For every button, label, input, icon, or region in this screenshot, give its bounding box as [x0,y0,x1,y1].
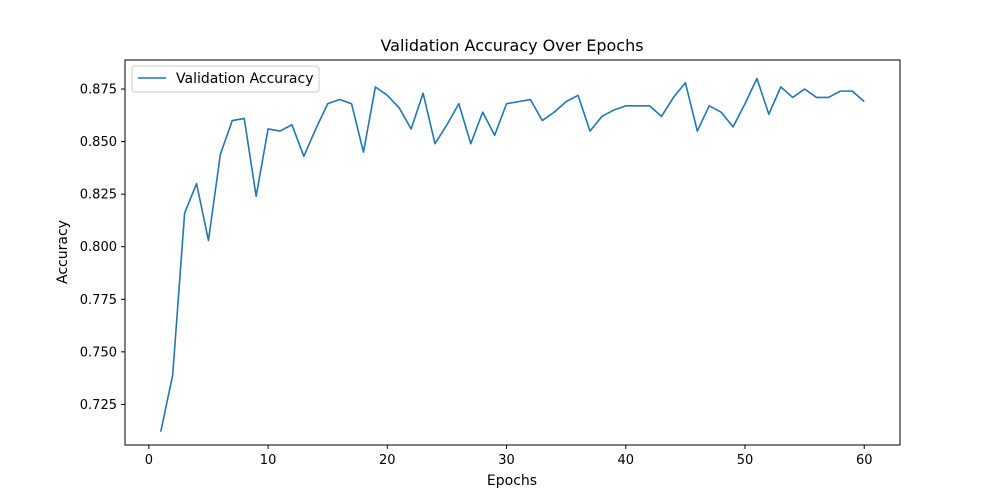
x-tick-label: 60 [856,453,873,468]
y-tick-label: 0.875 [80,83,117,98]
x-tick-label: 0 [145,453,153,468]
y-tick-label: 0.775 [80,293,117,308]
y-tick-label: 0.850 [80,135,117,150]
series-line-validation-accuracy [159,77,865,432]
x-tick-label: 10 [260,453,277,468]
y-tick-label: 0.825 [80,188,117,203]
x-tick-label: 30 [498,453,515,468]
legend: Validation Accuracy [131,65,320,93]
plot-area [124,59,901,446]
x-tick-label: 50 [737,453,754,468]
legend-box [131,65,320,93]
y-axis-label: Accuracy [55,220,71,284]
x-tick-label: 20 [379,453,396,468]
y-axis: 0.725 0.750 0.775 0.800 0.825 0.850 0.875 [80,83,125,413]
y-tick-label: 0.750 [80,345,117,360]
legend-label-validation-accuracy: Validation Accuracy [176,71,314,87]
x-axis: 0 10 20 30 40 50 60 [145,445,873,468]
chart-title: Validation Accuracy Over Epochs [380,36,643,55]
series-layer [159,77,865,432]
y-tick-label: 0.800 [80,240,117,255]
x-axis-label: Epochs [487,473,537,489]
y-tick-label: 0.725 [80,398,117,413]
x-tick-label: 40 [617,453,634,468]
